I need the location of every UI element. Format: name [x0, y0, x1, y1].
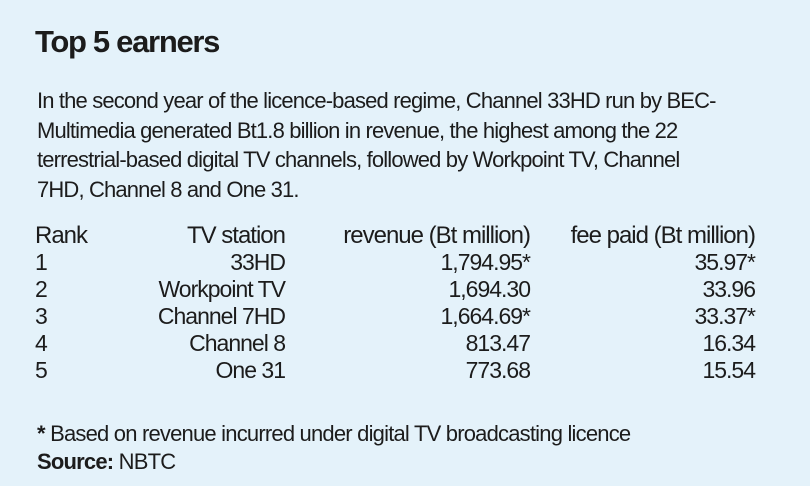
station-cell: Channel 8 — [189, 330, 286, 356]
table-row: 5 One 31 773.68 15.54 — [35, 357, 756, 384]
station-cell: One 31 — [215, 357, 286, 383]
rank-cell: 2 — [35, 276, 48, 302]
column-header-station: TV station — [186, 222, 286, 249]
column-header-rank: Rank — [35, 222, 88, 249]
table-row: 2 Workpoint TV 1,694.30 33.96 — [35, 276, 756, 303]
table-header-row: Rank TV station revenue (Bt million) fee… — [35, 222, 756, 249]
fee-cell: 15.54 — [702, 357, 756, 383]
revenue-cell: 773.68 — [465, 357, 531, 383]
footnote: * Based on revenue incurred under digita… — [37, 420, 631, 448]
column-header-fee: fee paid (Bt million) — [570, 222, 756, 249]
intro-line: 7HD, Channel 8 and One 31. — [37, 176, 300, 202]
fee-cell: 33.96 — [702, 276, 756, 302]
fee-cell: 35.97* — [694, 249, 756, 275]
revenue-cell: 813.47 — [465, 330, 531, 356]
rank-cell: 4 — [35, 330, 48, 356]
source-line: Source: NBTC — [37, 448, 630, 476]
footnote-text: Based on revenue incurred under digital … — [44, 421, 631, 446]
station-cell: Channel 7HD — [157, 303, 286, 329]
source-text: NBTC — [113, 449, 177, 474]
intro-line: terrestrial-based digital TV channels, f… — [37, 147, 680, 172]
page-title: Top 5 earners — [35, 24, 220, 59]
revenue-cell: 1,794.95* — [440, 249, 531, 275]
rank-cell: 1 — [35, 249, 48, 275]
rank-cell: 5 — [35, 357, 48, 383]
footnote-mark: * — [37, 421, 46, 446]
earners-table: Rank TV station revenue (Bt million) fee… — [35, 222, 756, 384]
table-row: 3 Channel 7HD 1,664.69* 33.37* — [35, 303, 756, 330]
intro-line: Multimedia generated Bt1.8 billion in re… — [37, 117, 678, 143]
station-cell: Workpoint TV — [158, 276, 286, 302]
revenue-cell: 1,694.30 — [448, 276, 531, 302]
table-row: 1 33HD 1,794.95* 35.97* — [35, 249, 756, 276]
intro-paragraph: In the second year of the licence-based … — [37, 86, 717, 204]
footnotes: * Based on revenue incurred under digita… — [37, 420, 631, 476]
fee-cell: 33.37* — [694, 303, 756, 329]
fee-cell: 16.34 — [702, 330, 756, 356]
table-row: 4 Channel 8 813.47 16.34 — [35, 330, 756, 357]
source-label: Source: — [37, 449, 114, 474]
revenue-cell: 1,664.69* — [440, 303, 531, 329]
rank-cell: 3 — [35, 303, 48, 329]
column-header-revenue: revenue (Bt million) — [343, 222, 531, 249]
intro-line: In the second year of the licence-based … — [37, 88, 717, 113]
station-cell: 33HD — [230, 249, 286, 275]
